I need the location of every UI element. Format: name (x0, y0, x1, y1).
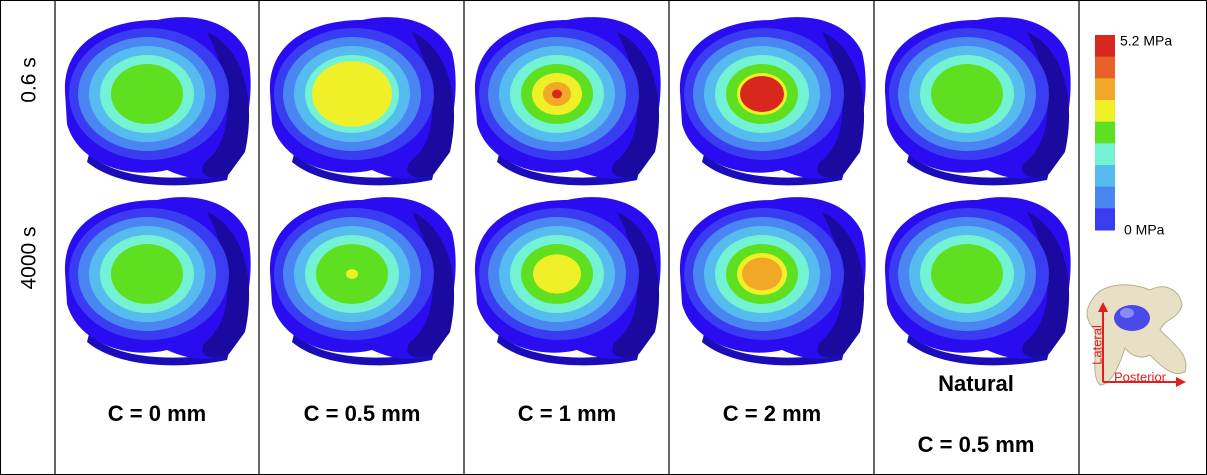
column-label: C = 2 mm (723, 401, 821, 426)
contour-level (740, 76, 784, 112)
colorbar (1095, 35, 1115, 231)
orientation-label: Lateral (1089, 325, 1104, 365)
contour-level (111, 64, 183, 124)
colorbar-step (1095, 78, 1115, 100)
contour-level (346, 269, 358, 279)
contour-panel (680, 17, 866, 185)
contour-level (111, 244, 183, 304)
column-label: C = 1 mm (518, 401, 616, 426)
contour-level (931, 244, 1003, 304)
row-label: 0.6 s (18, 57, 41, 103)
contour-panel (65, 197, 251, 365)
figure: 0.6 s 4000 s C = 0 mm C = 0.5 mm C = 1 m… (0, 0, 1207, 475)
colorbar-step (1095, 208, 1115, 230)
contour-panel (270, 17, 456, 185)
colorbar-step (1095, 143, 1115, 165)
colorbar-step (1095, 122, 1115, 144)
column-sublabel: Natural (938, 371, 1014, 396)
contour-level (931, 64, 1003, 124)
colorbar-min-label: 0 MPa (1124, 222, 1165, 238)
contour-panel (270, 197, 456, 365)
contour-panel (885, 17, 1071, 185)
row-label: 4000 s (18, 226, 41, 289)
colorbar-step (1095, 100, 1115, 122)
colorbar-step (1095, 35, 1115, 57)
colorbar-step (1095, 187, 1115, 209)
contour-panel (680, 197, 866, 365)
contour-panel (65, 17, 251, 185)
contour-panel (885, 197, 1071, 365)
contour-level (552, 90, 562, 99)
contour-panel (475, 197, 661, 365)
contour-level (742, 258, 782, 291)
colorbar-max-label: 5.2 MPa (1120, 33, 1172, 49)
colorbar-step (1095, 165, 1115, 187)
colorbar-step (1095, 57, 1115, 79)
column-label: C = 0.5 mm (918, 432, 1035, 457)
orientation-label: Posterior (1114, 369, 1167, 384)
column-label: C = 0 mm (108, 401, 206, 426)
contour-level (533, 254, 581, 293)
column-label: C = 0.5 mm (304, 401, 421, 426)
contour-panel (475, 17, 661, 185)
contour-level (312, 61, 392, 127)
